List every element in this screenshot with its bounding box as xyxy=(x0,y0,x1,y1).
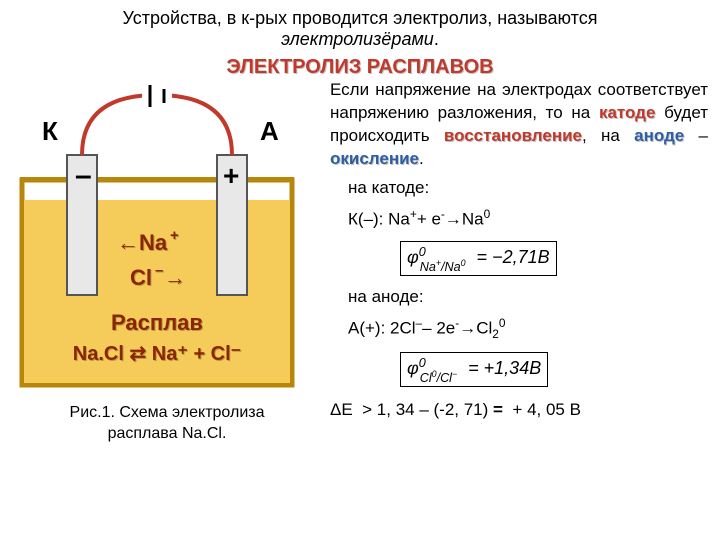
anode-equation: А(+): 2Cl–– 2e-→Cl20 xyxy=(330,315,708,342)
header-text: Устройства, в к-рых проводится электроли… xyxy=(0,0,720,54)
svg-text:К: К xyxy=(42,116,58,146)
formula-box-1: φ0Na+/Na0 = −2,71B xyxy=(400,241,557,276)
main-paragraph: Если напряжение на элект­родах соответст… xyxy=(330,79,708,171)
svg-text:Na.Cl ⇄ Na⁺ + Cl⁻: Na.Cl ⇄ Na⁺ + Cl⁻ xyxy=(73,343,241,365)
electrolysis-diagram: К А – + ←Na + Cl – → Расплав Na.Cl ⇄ Na⁺… xyxy=(12,85,302,395)
svg-text:–: – xyxy=(75,159,92,192)
figure-caption: Рис.1. Схема электролиза расплава Na.Cl. xyxy=(12,403,322,445)
svg-text:+: + xyxy=(170,227,179,244)
svg-text:А: А xyxy=(260,116,279,146)
cathode-heading: на катоде: xyxy=(330,177,708,200)
svg-text:Расплав: Расплав xyxy=(111,310,203,335)
subtitle: ЭЛЕКТРОЛИЗ РАСПЛАВОВ xyxy=(0,56,720,79)
delta-e-line: ΔE > 1, 34 – (-2, 71) = + 4, 05 В xyxy=(330,399,708,422)
svg-text:←Na: ←Na xyxy=(117,230,168,255)
svg-text:→: → xyxy=(164,265,186,290)
explanation-text: Если напряжение на элект­родах соответст… xyxy=(322,79,708,445)
svg-text:+: + xyxy=(223,160,239,191)
header-line2: электролизёрами xyxy=(281,29,434,49)
svg-text:Cl: Cl xyxy=(130,265,152,290)
formula-box-2: φ0Cl0/Cl− = +1,34B xyxy=(400,352,548,387)
cathode-equation: К(–): Na++ e-→Na0 xyxy=(330,206,708,232)
svg-text:–: – xyxy=(155,262,163,279)
anode-heading: на аноде: xyxy=(330,286,708,309)
header-line1: Устройства, в к-рых проводится электроли… xyxy=(123,8,598,28)
